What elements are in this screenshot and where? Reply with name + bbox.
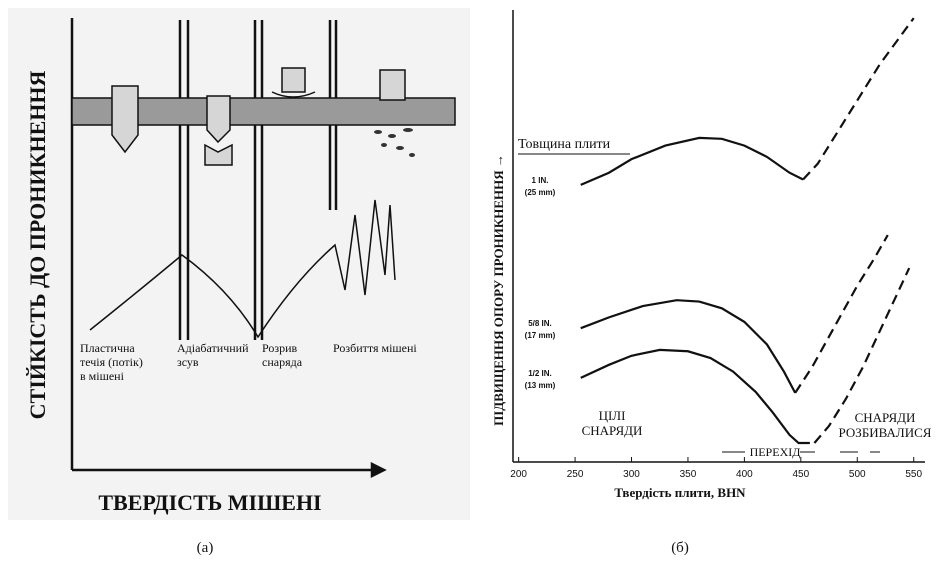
- x-tick-label: 200: [510, 469, 527, 480]
- figure: СТІЙКІСТЬ ДО ПРОНИКНЕННЯ ТВЕРДІСТЬ МІШЕН…: [0, 0, 945, 561]
- y-axis-label: СТІЙКІСТЬ ДО ПРОНИКНЕННЯ: [25, 71, 50, 420]
- x-tick-label: 300: [623, 469, 640, 480]
- series-line: [581, 300, 795, 393]
- annotation: СНАРЯДИ: [855, 410, 916, 425]
- region-label: снаряда: [262, 355, 303, 369]
- region-label: Адіабатичний: [177, 341, 249, 355]
- series-label: 1 IN.: [532, 176, 549, 185]
- x-axis-label: ТВЕРДІСТЬ МІШЕНІ: [98, 490, 321, 515]
- caption: (б): [671, 540, 689, 556]
- legend-title: Товщина плити: [518, 137, 611, 152]
- y-axis-label: ПІДВИЩЕННЯ ОПОРУ ПРОНИКНЕННЯ →: [491, 154, 506, 426]
- series-label: (17 mm): [525, 331, 556, 340]
- region-label: зсув: [177, 355, 199, 369]
- caption: (а): [197, 540, 214, 556]
- x-tick-label: 350: [680, 469, 697, 480]
- x-axis-label: Твердість плити, BHN: [614, 485, 746, 500]
- region-label: в мішені: [80, 369, 125, 383]
- series-label: 1/2 IN.: [528, 369, 552, 378]
- series-line: [803, 18, 914, 179]
- annotation: СНАРЯДИ: [582, 423, 643, 438]
- series-label: (13 mm): [525, 381, 556, 390]
- x-tick-label: 250: [567, 469, 584, 480]
- series-label: (25 mm): [525, 188, 556, 197]
- region-label: Розбиття мішені: [333, 341, 417, 355]
- series-line: [795, 235, 888, 393]
- annotation: РОЗБИВАЛИСЯ: [839, 425, 932, 440]
- x-tick-label: 450: [792, 469, 809, 480]
- region-label: Розрив: [262, 341, 298, 355]
- series-label: 5/8 IN.: [528, 319, 552, 328]
- annotation: ЦІЛІ: [599, 408, 626, 423]
- series-line: [581, 138, 803, 185]
- x-tick-label: 550: [905, 469, 922, 480]
- annotation: ПЕРЕХІД: [750, 445, 801, 459]
- region-label: Пластична: [80, 341, 135, 355]
- x-tick-label: 400: [736, 469, 753, 480]
- x-tick-label: 500: [849, 469, 866, 480]
- region-label: течія (потік): [80, 355, 143, 369]
